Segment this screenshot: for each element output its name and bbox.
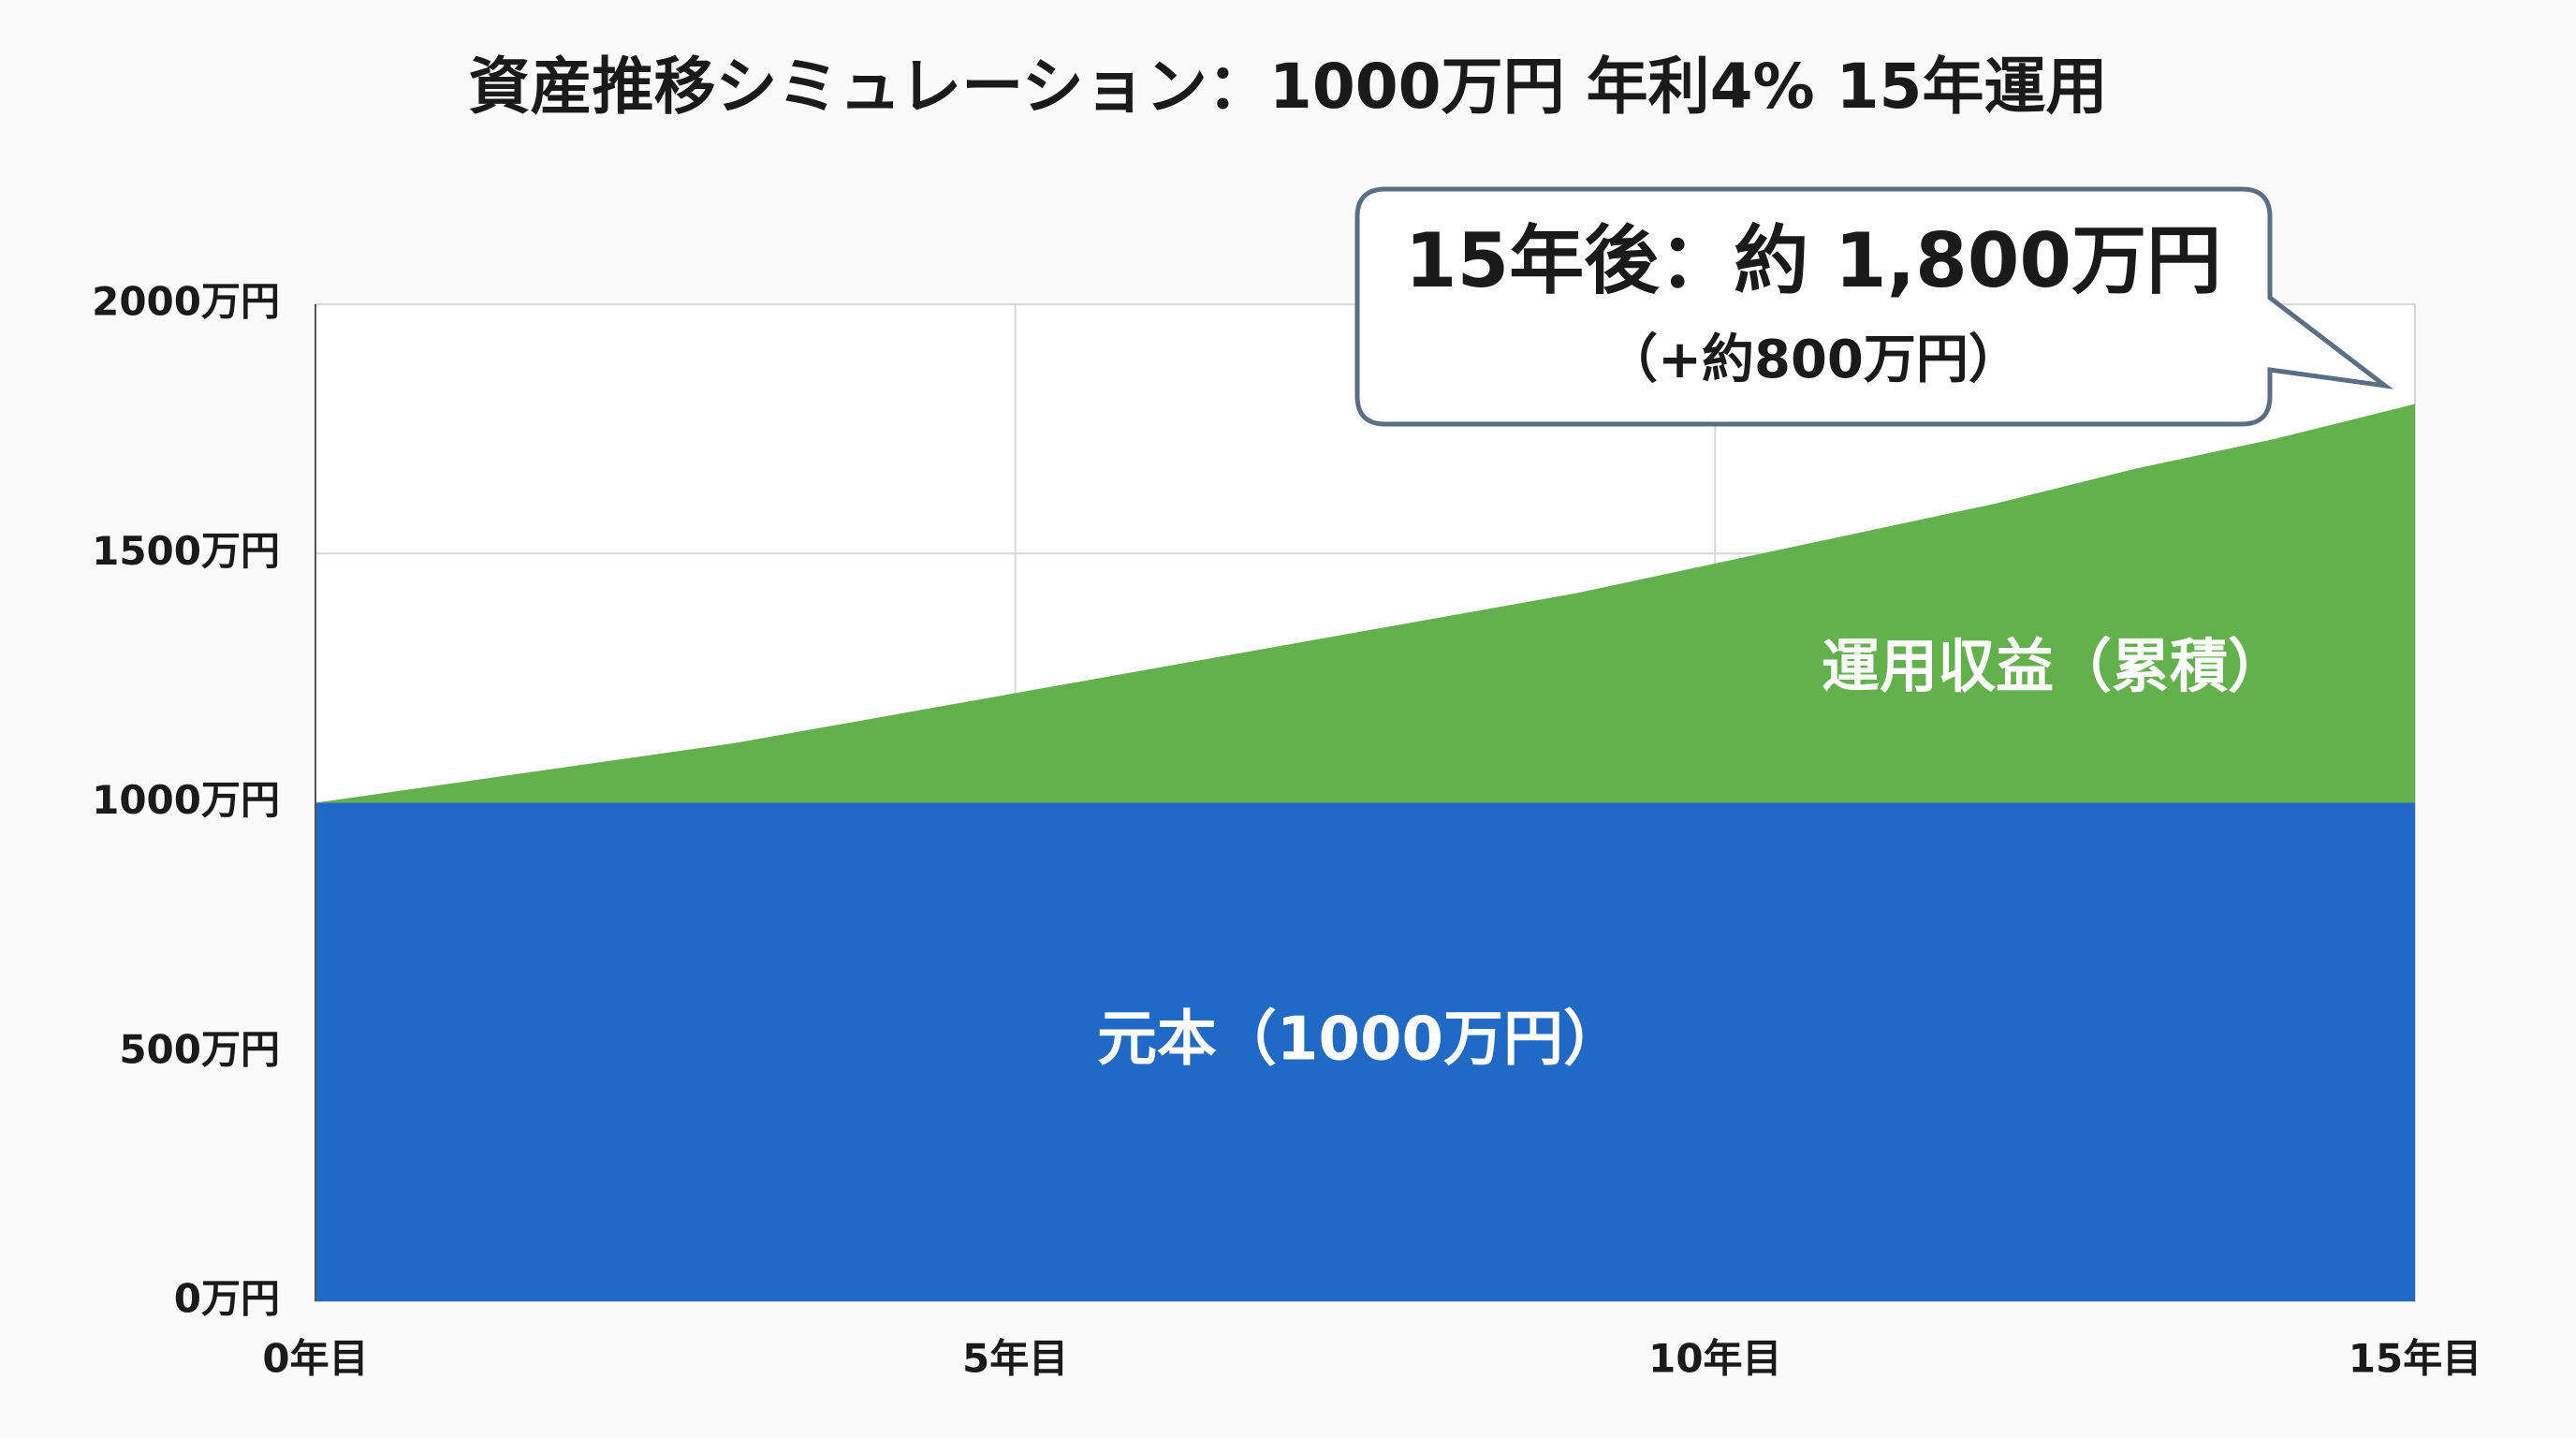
annotation-title: 15年後：約 1,800万円 <box>1405 217 2221 304</box>
x-tick-label: 0年目 <box>262 1336 368 1382</box>
area <box>315 404 2415 803</box>
y-tick-label: 1500万円 <box>92 528 280 574</box>
annotation-subtitle: （+約800万円） <box>1605 330 2021 390</box>
x-tick-label: 15年目 <box>2349 1336 2481 1382</box>
series-label: 運用収益（累積） <box>1822 632 2286 700</box>
y-tick-label: 1000万円 <box>92 777 280 823</box>
x-tick-label: 5年目 <box>962 1336 1068 1382</box>
area <box>315 802 2415 1301</box>
callout-box <box>1354 186 2394 427</box>
y-tick-label: 0万円 <box>174 1276 280 1322</box>
y-tick-label: 2000万円 <box>92 279 280 325</box>
chart-title: 資産推移シミュレーション：1000万円 年利4% 15年運用 <box>469 51 2108 123</box>
series-label: 元本（1000万円） <box>1097 1005 1623 1075</box>
y-tick-label: 500万円 <box>119 1026 280 1072</box>
x-tick-label: 10年目 <box>1648 1336 1781 1382</box>
